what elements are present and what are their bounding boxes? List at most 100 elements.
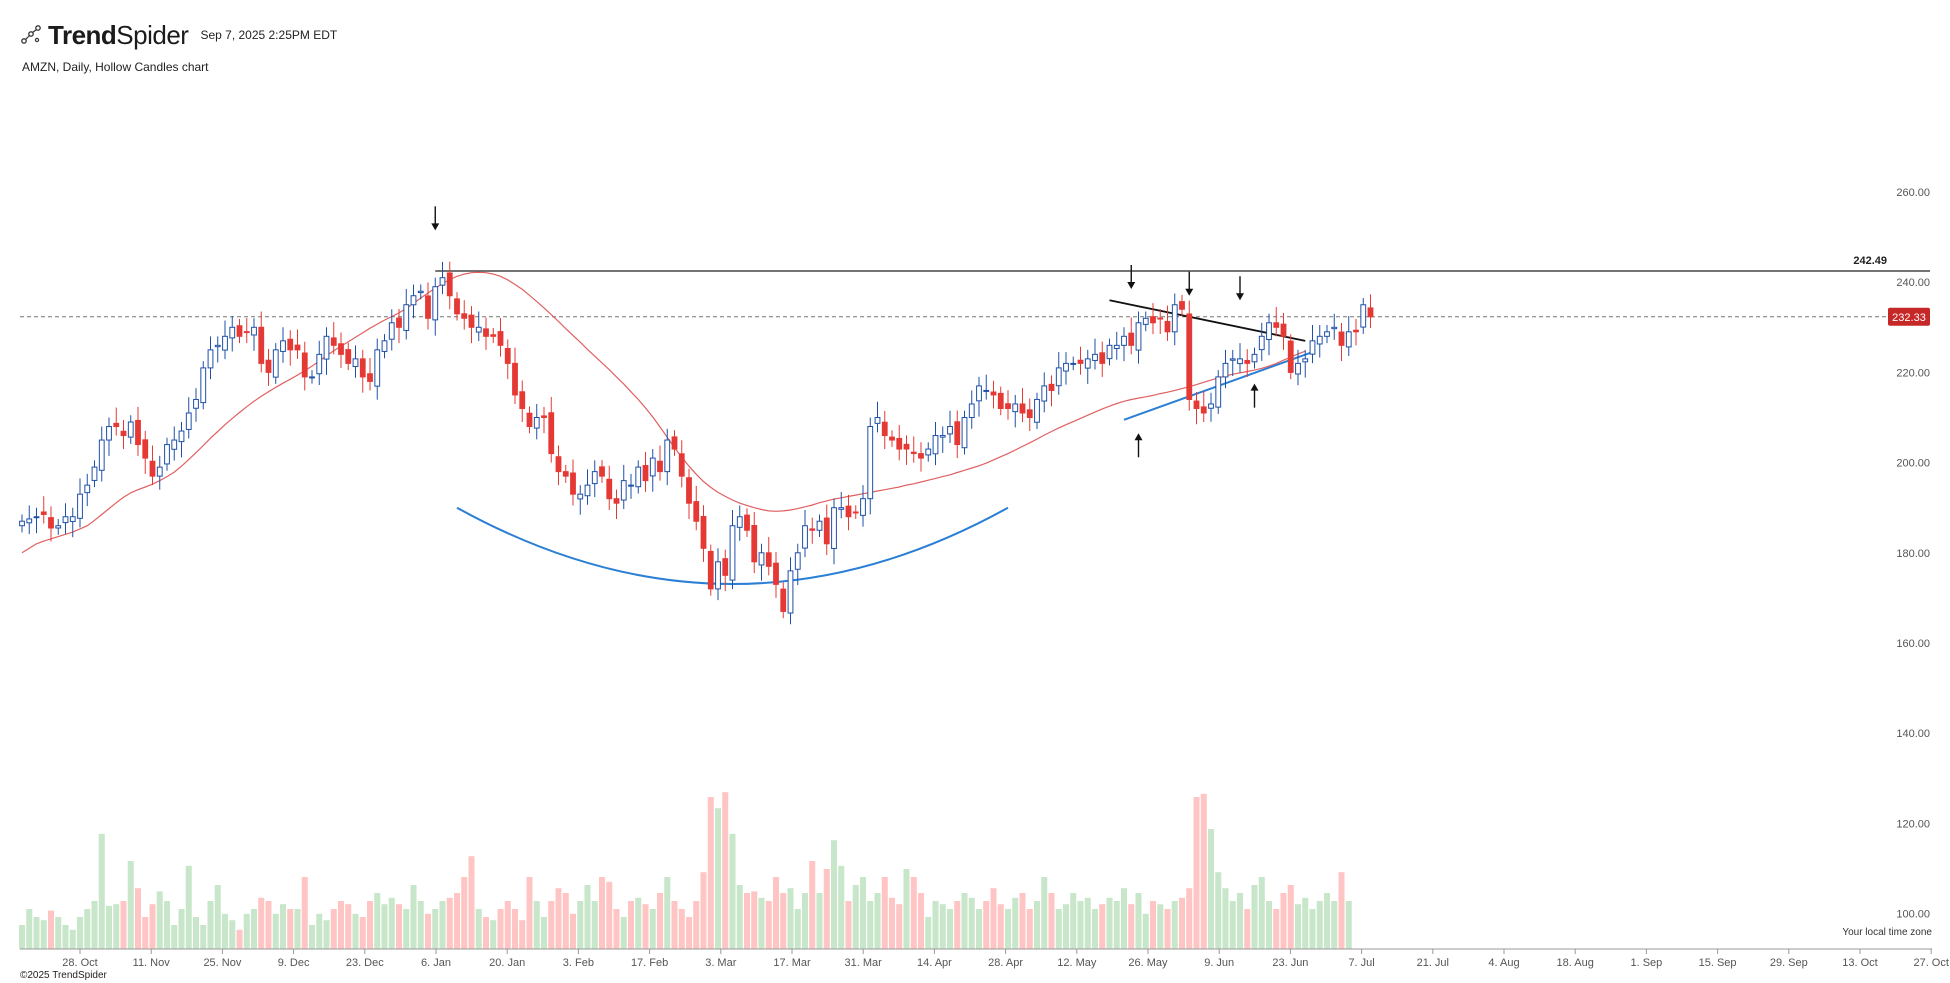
- candle: [1302, 349, 1309, 378]
- volume-bar: [446, 897, 453, 949]
- candle-body: [729, 525, 736, 581]
- candle: [1324, 325, 1330, 344]
- candle-body: [323, 335, 330, 360]
- volume-bar: [519, 920, 526, 949]
- volume-bar: [62, 925, 69, 949]
- candle-body: [185, 412, 192, 430]
- y-tick-label: 100.00: [1896, 909, 1930, 921]
- arrow-head: [431, 223, 440, 231]
- candle-body: [519, 391, 526, 409]
- candle: [918, 442, 924, 472]
- volume-bar: [773, 877, 779, 949]
- volume-bar: [649, 909, 656, 949]
- volume-bar: [178, 909, 185, 949]
- x-tick-label: 28. Apr: [988, 957, 1023, 969]
- volume-bar: [497, 909, 504, 949]
- candle-body: [309, 376, 315, 379]
- candle-body: [968, 403, 975, 419]
- candle: [591, 460, 598, 498]
- volume-bar: [1208, 829, 1214, 949]
- arrow-icon: [1185, 271, 1194, 296]
- candle-body: [475, 326, 482, 333]
- candle-body: [193, 398, 199, 409]
- volume-bar: [381, 904, 388, 949]
- candle: [55, 518, 62, 535]
- candle-body: [33, 516, 40, 519]
- volume-bar: [142, 917, 149, 949]
- candle-body: [744, 514, 750, 531]
- volume-bar: [1048, 893, 1055, 949]
- volume-bar: [968, 897, 975, 949]
- candle-body: [19, 520, 25, 527]
- candle-body: [1331, 326, 1338, 330]
- candle: [106, 417, 112, 456]
- volume-bar: [1229, 901, 1236, 949]
- candle: [403, 288, 410, 340]
- candle: [939, 426, 946, 453]
- volume-bar: [693, 901, 700, 949]
- candle: [185, 397, 192, 439]
- volume-bar: [272, 913, 279, 949]
- volume-bar: [1266, 901, 1272, 949]
- volume-bar: [932, 901, 939, 949]
- candle-body: [200, 367, 207, 404]
- arrow-head: [1236, 293, 1244, 301]
- volume-bar: [359, 917, 366, 949]
- candle: [19, 514, 25, 533]
- candle-body: [1266, 322, 1272, 340]
- candle: [1222, 349, 1229, 389]
- candle: [287, 330, 294, 366]
- candle: [171, 426, 178, 461]
- candle-body: [816, 520, 823, 531]
- candle: [1215, 370, 1222, 414]
- volume-bar: [345, 904, 352, 949]
- candle-body: [504, 347, 511, 364]
- candle: [461, 300, 468, 330]
- arrow-icon: [1250, 383, 1259, 408]
- candle-body: [642, 465, 649, 482]
- volume-bar: [831, 840, 837, 949]
- volume-bar: [1316, 901, 1323, 949]
- arrow-icon: [431, 206, 440, 231]
- candle-body: [1171, 304, 1178, 333]
- volume-bar: [1150, 901, 1156, 949]
- candle: [84, 473, 91, 507]
- candle-body: [794, 552, 801, 570]
- candle-body: [48, 517, 54, 529]
- candle: [1244, 349, 1251, 377]
- volume-bar: [171, 925, 178, 949]
- candle-body: [164, 444, 170, 465]
- candle: [541, 406, 547, 434]
- candle: [1121, 327, 1127, 362]
- volume-bar: [910, 877, 917, 949]
- candle: [562, 464, 569, 483]
- chart-subtitle: AMZN, Daily, Hollow Candles chart: [22, 60, 209, 74]
- descending-trendline: [1109, 299, 1306, 342]
- candle: [352, 345, 359, 378]
- candle: [751, 511, 758, 574]
- candle-body: [1353, 329, 1359, 333]
- candle: [1019, 388, 1026, 423]
- volume-bar: [156, 891, 163, 949]
- candle: [526, 406, 533, 434]
- candle: [555, 445, 562, 486]
- volume-bar: [127, 861, 134, 949]
- candle: [649, 449, 656, 492]
- candle: [765, 537, 772, 576]
- volume-bar: [816, 893, 823, 949]
- candle-body: [918, 453, 924, 459]
- volume-bar: [744, 893, 750, 949]
- volume-bar: [823, 869, 830, 949]
- candle: [1077, 346, 1084, 375]
- candle-body: [374, 349, 381, 387]
- candle: [809, 517, 816, 544]
- volume-bar: [686, 917, 692, 949]
- candle: [417, 284, 424, 300]
- candle: [794, 543, 801, 586]
- y-tick-label: 220.00: [1896, 367, 1930, 379]
- volume-bar: [149, 904, 156, 949]
- candle-body: [265, 359, 272, 373]
- candle: [504, 339, 511, 380]
- candles: [19, 261, 1374, 625]
